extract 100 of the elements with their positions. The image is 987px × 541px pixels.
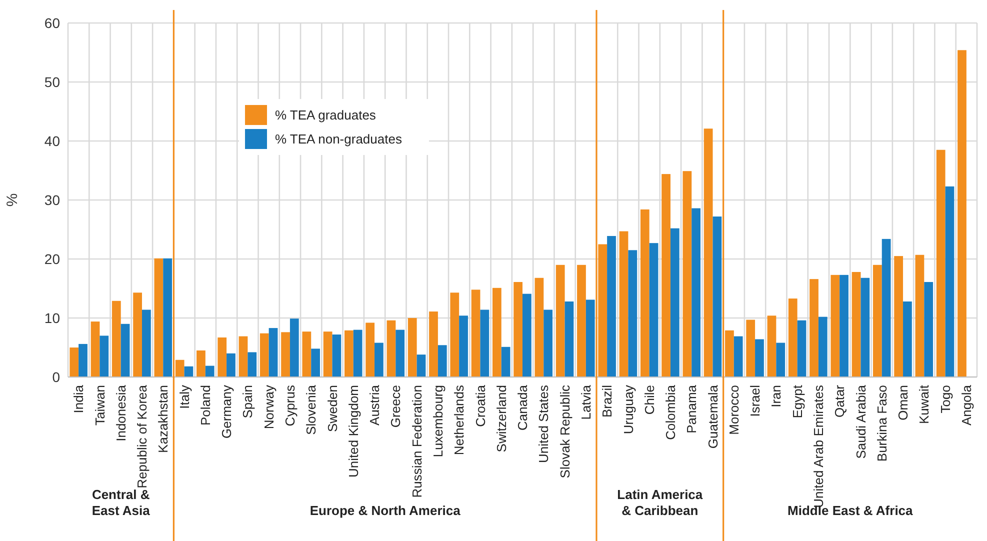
- x-tick-label: Italy: [176, 384, 192, 409]
- bar: [534, 278, 544, 377]
- bar: [260, 333, 269, 377]
- text: Central & East Asia: [92, 487, 151, 518]
- bar: [154, 258, 164, 377]
- bar: [332, 334, 342, 377]
- bar: [70, 348, 79, 377]
- bar: [248, 352, 257, 377]
- bar: [408, 318, 417, 377]
- y-tick-label: 30: [44, 192, 60, 208]
- bar: [366, 322, 375, 377]
- bar: [564, 301, 574, 377]
- legend-label: % TEA non-graduates: [275, 132, 402, 147]
- x-tick-label: Kuwait: [916, 384, 932, 424]
- x-tick-label: Austria: [367, 384, 382, 426]
- x-tick-label: Egypt: [790, 384, 805, 418]
- bar: [712, 216, 722, 377]
- x-tick-label: Burkina Faso: [874, 385, 890, 462]
- bar: [196, 350, 206, 377]
- x-tick-label: Slovenia: [304, 384, 319, 435]
- bar: [78, 344, 88, 377]
- x-tick-label: Iran: [768, 385, 784, 408]
- bar: [810, 279, 818, 377]
- x-tick-label: Poland: [198, 385, 213, 426]
- x-tick-label: Sweden: [324, 385, 340, 432]
- bar: [100, 336, 109, 377]
- x-tick-label: Colombia: [663, 384, 678, 440]
- x-tick-label: Brazil: [600, 384, 615, 418]
- bar: [226, 353, 236, 377]
- bar: [163, 258, 172, 377]
- bar: [471, 290, 480, 377]
- bar: [112, 300, 121, 377]
- x-tick-label: Russian Federation: [409, 385, 424, 498]
- bar: [818, 316, 828, 377]
- bar: [586, 300, 595, 377]
- bar: [450, 292, 460, 377]
- bar: [438, 345, 447, 377]
- bar: [662, 174, 670, 377]
- bar: [767, 316, 776, 377]
- x-tick-label: United States: [536, 384, 552, 464]
- bar: [480, 310, 490, 377]
- bar: [872, 264, 882, 377]
- bar: [840, 274, 848, 377]
- x-tick-label: Indonesia: [113, 384, 128, 442]
- bar: [776, 342, 786, 377]
- bar: [958, 50, 966, 377]
- bar: [734, 336, 743, 377]
- bar: [607, 236, 616, 377]
- x-tick-label: Saudi Arabia: [853, 384, 868, 459]
- bar: [882, 238, 891, 377]
- x-tick-label: Netherlands: [452, 384, 467, 456]
- x-tick-label: Switzerland: [494, 385, 509, 452]
- x-tick-label: Taiwan: [92, 385, 108, 426]
- legend-label: % TEA graduates: [275, 108, 376, 123]
- bar: [797, 320, 806, 377]
- bar: [682, 171, 692, 377]
- y-tick-label: 0: [52, 368, 60, 385]
- bar: [238, 336, 248, 377]
- bar: [577, 264, 586, 377]
- bar: [522, 294, 532, 377]
- y-tick-label: 20: [44, 250, 60, 267]
- bar: [628, 250, 638, 377]
- x-tick-label: Croatia: [472, 384, 488, 427]
- bar: [416, 354, 426, 377]
- bar: [544, 310, 553, 377]
- x-tick-label: Angola: [958, 384, 974, 426]
- bar: [746, 320, 756, 377]
- y-tick-label: 50: [44, 74, 60, 90]
- x-tick-label: United Kingdom: [346, 385, 361, 478]
- bar: [133, 292, 142, 377]
- y-tick-label: 10: [44, 310, 60, 326]
- bar: [323, 332, 332, 377]
- bar: [514, 282, 522, 377]
- bar: [692, 208, 700, 377]
- bar: [649, 243, 658, 377]
- y-tick-label: 40: [44, 132, 60, 149]
- bar: [459, 316, 468, 377]
- bar: [386, 320, 396, 377]
- bar: [640, 209, 650, 377]
- text: Latin America & Caribbean: [617, 487, 704, 518]
- bar: [344, 330, 354, 377]
- bar: [945, 186, 954, 377]
- x-tick-label: Spain: [240, 385, 256, 418]
- bar: [788, 298, 798, 377]
- x-tick-label: Israel: [748, 384, 763, 417]
- x-tick-label: India: [71, 384, 86, 414]
- bar: [205, 366, 214, 377]
- y-tick-label: 60: [44, 14, 60, 31]
- bar: [142, 310, 151, 377]
- bar: [852, 272, 861, 377]
- bar: [184, 366, 194, 377]
- bar: [268, 328, 278, 377]
- bar: [619, 231, 628, 377]
- bar: [830, 274, 840, 377]
- bar: [556, 264, 565, 377]
- bar: [429, 312, 438, 377]
- x-tick-label: United Arab Emirates: [811, 384, 826, 508]
- x-tick-label: Republic of Korea: [134, 384, 150, 488]
- bar: [374, 342, 384, 377]
- x-tick-label: Chile: [642, 385, 657, 415]
